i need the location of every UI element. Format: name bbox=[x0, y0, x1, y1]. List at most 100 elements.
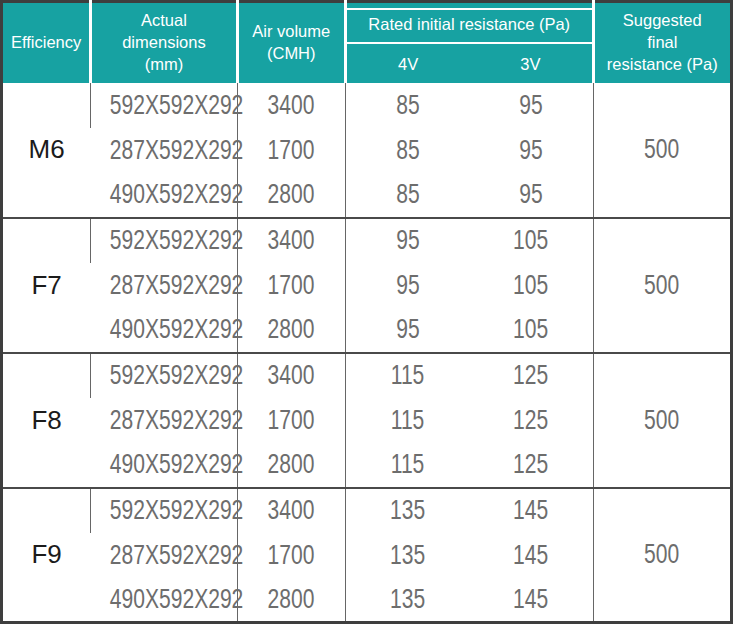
group-f8: F8 592X592X292 3400 115125 500 287X592X2… bbox=[2, 353, 732, 488]
rated-3v-value: 125 bbox=[469, 360, 592, 391]
header-air-volume-line2: (CMH) bbox=[239, 43, 344, 65]
dimensions-cell: 490X592X292 bbox=[91, 578, 237, 623]
rated-4v-value: 135 bbox=[346, 495, 469, 526]
rated-cell: 95105 bbox=[345, 263, 593, 308]
rated-3v-value: 145 bbox=[469, 584, 592, 615]
efficiency-cell: F8 bbox=[2, 353, 91, 488]
air-volume-cell: 1700 bbox=[237, 128, 345, 173]
header-dimensions-line1: Actual bbox=[92, 10, 235, 32]
rated-cell: 8595 bbox=[345, 128, 593, 173]
rated-cell: 135145 bbox=[345, 488, 593, 533]
table-row: F9 592X592X292 3400 135145 500 bbox=[2, 488, 732, 533]
filter-spec-table: Efficiency Actual dimensions (mm) Air vo… bbox=[0, 0, 733, 624]
rated-cell: 95105 bbox=[345, 218, 593, 263]
efficiency-cell: F7 bbox=[2, 218, 91, 353]
rated-3v-value: 105 bbox=[469, 314, 592, 345]
rated-3v-value: 105 bbox=[469, 270, 592, 301]
rated-3v-value: 125 bbox=[469, 449, 592, 480]
rated-4v-value: 85 bbox=[346, 90, 469, 121]
rated-4v-value: 95 bbox=[346, 314, 469, 345]
efficiency-value: M6 bbox=[29, 134, 65, 164]
rated-3v-value: 95 bbox=[469, 179, 592, 210]
rated-cell: 135145 bbox=[345, 578, 593, 623]
dimensions-cell: 592X592X292 bbox=[91, 218, 237, 263]
dimensions-cell: 490X592X292 bbox=[91, 308, 237, 353]
air-volume-cell: 2800 bbox=[237, 578, 345, 623]
air-volume-cell: 2800 bbox=[237, 173, 345, 218]
suggested-cell: 500 bbox=[593, 353, 731, 488]
dimensions-cell: 287X592X292 bbox=[91, 263, 237, 308]
rated-cell: 95105 bbox=[345, 308, 593, 353]
suggested-cell: 500 bbox=[593, 83, 731, 218]
header-efficiency-label: Efficiency bbox=[11, 33, 81, 51]
dimensions-cell: 592X592X292 bbox=[91, 83, 237, 128]
air-volume-cell: 3400 bbox=[237, 353, 345, 398]
table-row: F8 592X592X292 3400 115125 500 bbox=[2, 353, 732, 398]
header-air-volume: Air volume (CMH) bbox=[237, 2, 345, 83]
rated-cell: 8595 bbox=[345, 83, 593, 128]
rated-4v-value: 115 bbox=[346, 405, 469, 436]
spec-sheet-page: Efficiency Actual dimensions (mm) Air vo… bbox=[0, 0, 735, 635]
rated-cell: 115125 bbox=[345, 353, 593, 398]
suggested-cell: 500 bbox=[593, 488, 731, 623]
header-dimensions: Actual dimensions (mm) bbox=[91, 2, 237, 83]
efficiency-value: F8 bbox=[31, 405, 61, 435]
header-suggested-line1: Suggested bbox=[595, 10, 730, 32]
rated-3v-value: 95 bbox=[469, 90, 592, 121]
dimensions-cell: 592X592X292 bbox=[91, 488, 237, 533]
dimensions-cell: 490X592X292 bbox=[91, 173, 237, 218]
air-volume-cell: 1700 bbox=[237, 533, 345, 578]
dimensions-cell: 287X592X292 bbox=[91, 533, 237, 578]
subheader-4v: 4V bbox=[347, 54, 469, 76]
table-row: M6 592X592X292 3400 8595 500 bbox=[2, 83, 732, 128]
dimensions-cell: 287X592X292 bbox=[91, 128, 237, 173]
header-dimensions-line3: (mm) bbox=[92, 54, 235, 76]
air-volume-cell: 1700 bbox=[237, 398, 345, 443]
rated-subheaders: 4V 3V bbox=[347, 44, 592, 76]
air-volume-cell: 3400 bbox=[237, 218, 345, 263]
air-volume-cell: 3400 bbox=[237, 488, 345, 533]
dimensions-cell: 490X592X292 bbox=[91, 443, 237, 488]
rated-cell: 8595 bbox=[345, 173, 593, 218]
efficiency-cell: M6 bbox=[2, 83, 91, 218]
header-row: Efficiency Actual dimensions (mm) Air vo… bbox=[2, 2, 732, 83]
rated-3v-value: 145 bbox=[469, 495, 592, 526]
rated-3v-value: 95 bbox=[469, 135, 592, 166]
efficiency-value: F9 bbox=[31, 539, 61, 569]
header-dimensions-line2: dimensions bbox=[92, 32, 235, 54]
air-volume-cell: 2800 bbox=[237, 308, 345, 353]
header-air-volume-line1: Air volume bbox=[239, 21, 344, 43]
subheader-3v: 3V bbox=[469, 54, 591, 76]
rated-cell: 135145 bbox=[345, 533, 593, 578]
rated-3v-value: 105 bbox=[469, 225, 592, 256]
rated-4v-value: 115 bbox=[346, 360, 469, 391]
group-f9: F9 592X592X292 3400 135145 500 287X592X2… bbox=[2, 488, 732, 623]
rated-4v-value: 85 bbox=[346, 179, 469, 210]
efficiency-value: F7 bbox=[31, 270, 61, 300]
rated-cell: 115125 bbox=[345, 398, 593, 443]
suggested-cell: 500 bbox=[593, 218, 731, 353]
dimensions-cell: 592X592X292 bbox=[91, 353, 237, 398]
header-suggested-line3: resistance (Pa) bbox=[595, 54, 730, 76]
rated-4v-value: 95 bbox=[346, 270, 469, 301]
group-m6: M6 592X592X292 3400 8595 500 287X592X292… bbox=[2, 83, 732, 218]
rated-header-box: Rated initial resistance (Pa) 4V 3V bbox=[347, 8, 592, 76]
air-volume-cell: 3400 bbox=[237, 83, 345, 128]
header-rated-resistance: Rated initial resistance (Pa) 4V 3V bbox=[345, 2, 593, 83]
rated-title: Rated initial resistance (Pa) bbox=[347, 10, 592, 44]
rated-3v-value: 145 bbox=[469, 540, 592, 571]
rated-cell: 115125 bbox=[345, 443, 593, 488]
air-volume-cell: 1700 bbox=[237, 263, 345, 308]
header-suggested: Suggested final resistance (Pa) bbox=[593, 2, 731, 83]
rated-3v-value: 125 bbox=[469, 405, 592, 436]
rated-4v-value: 95 bbox=[346, 225, 469, 256]
efficiency-cell: F9 bbox=[2, 488, 91, 623]
dimensions-cell: 287X592X292 bbox=[91, 398, 237, 443]
table-row: F7 592X592X292 3400 95105 500 bbox=[2, 218, 732, 263]
table-header: Efficiency Actual dimensions (mm) Air vo… bbox=[2, 2, 732, 83]
header-suggested-line2: final bbox=[595, 32, 730, 54]
rated-4v-value: 115 bbox=[346, 449, 469, 480]
rated-4v-value: 135 bbox=[346, 540, 469, 571]
group-f7: F7 592X592X292 3400 95105 500 287X592X29… bbox=[2, 218, 732, 353]
air-volume-cell: 2800 bbox=[237, 443, 345, 488]
